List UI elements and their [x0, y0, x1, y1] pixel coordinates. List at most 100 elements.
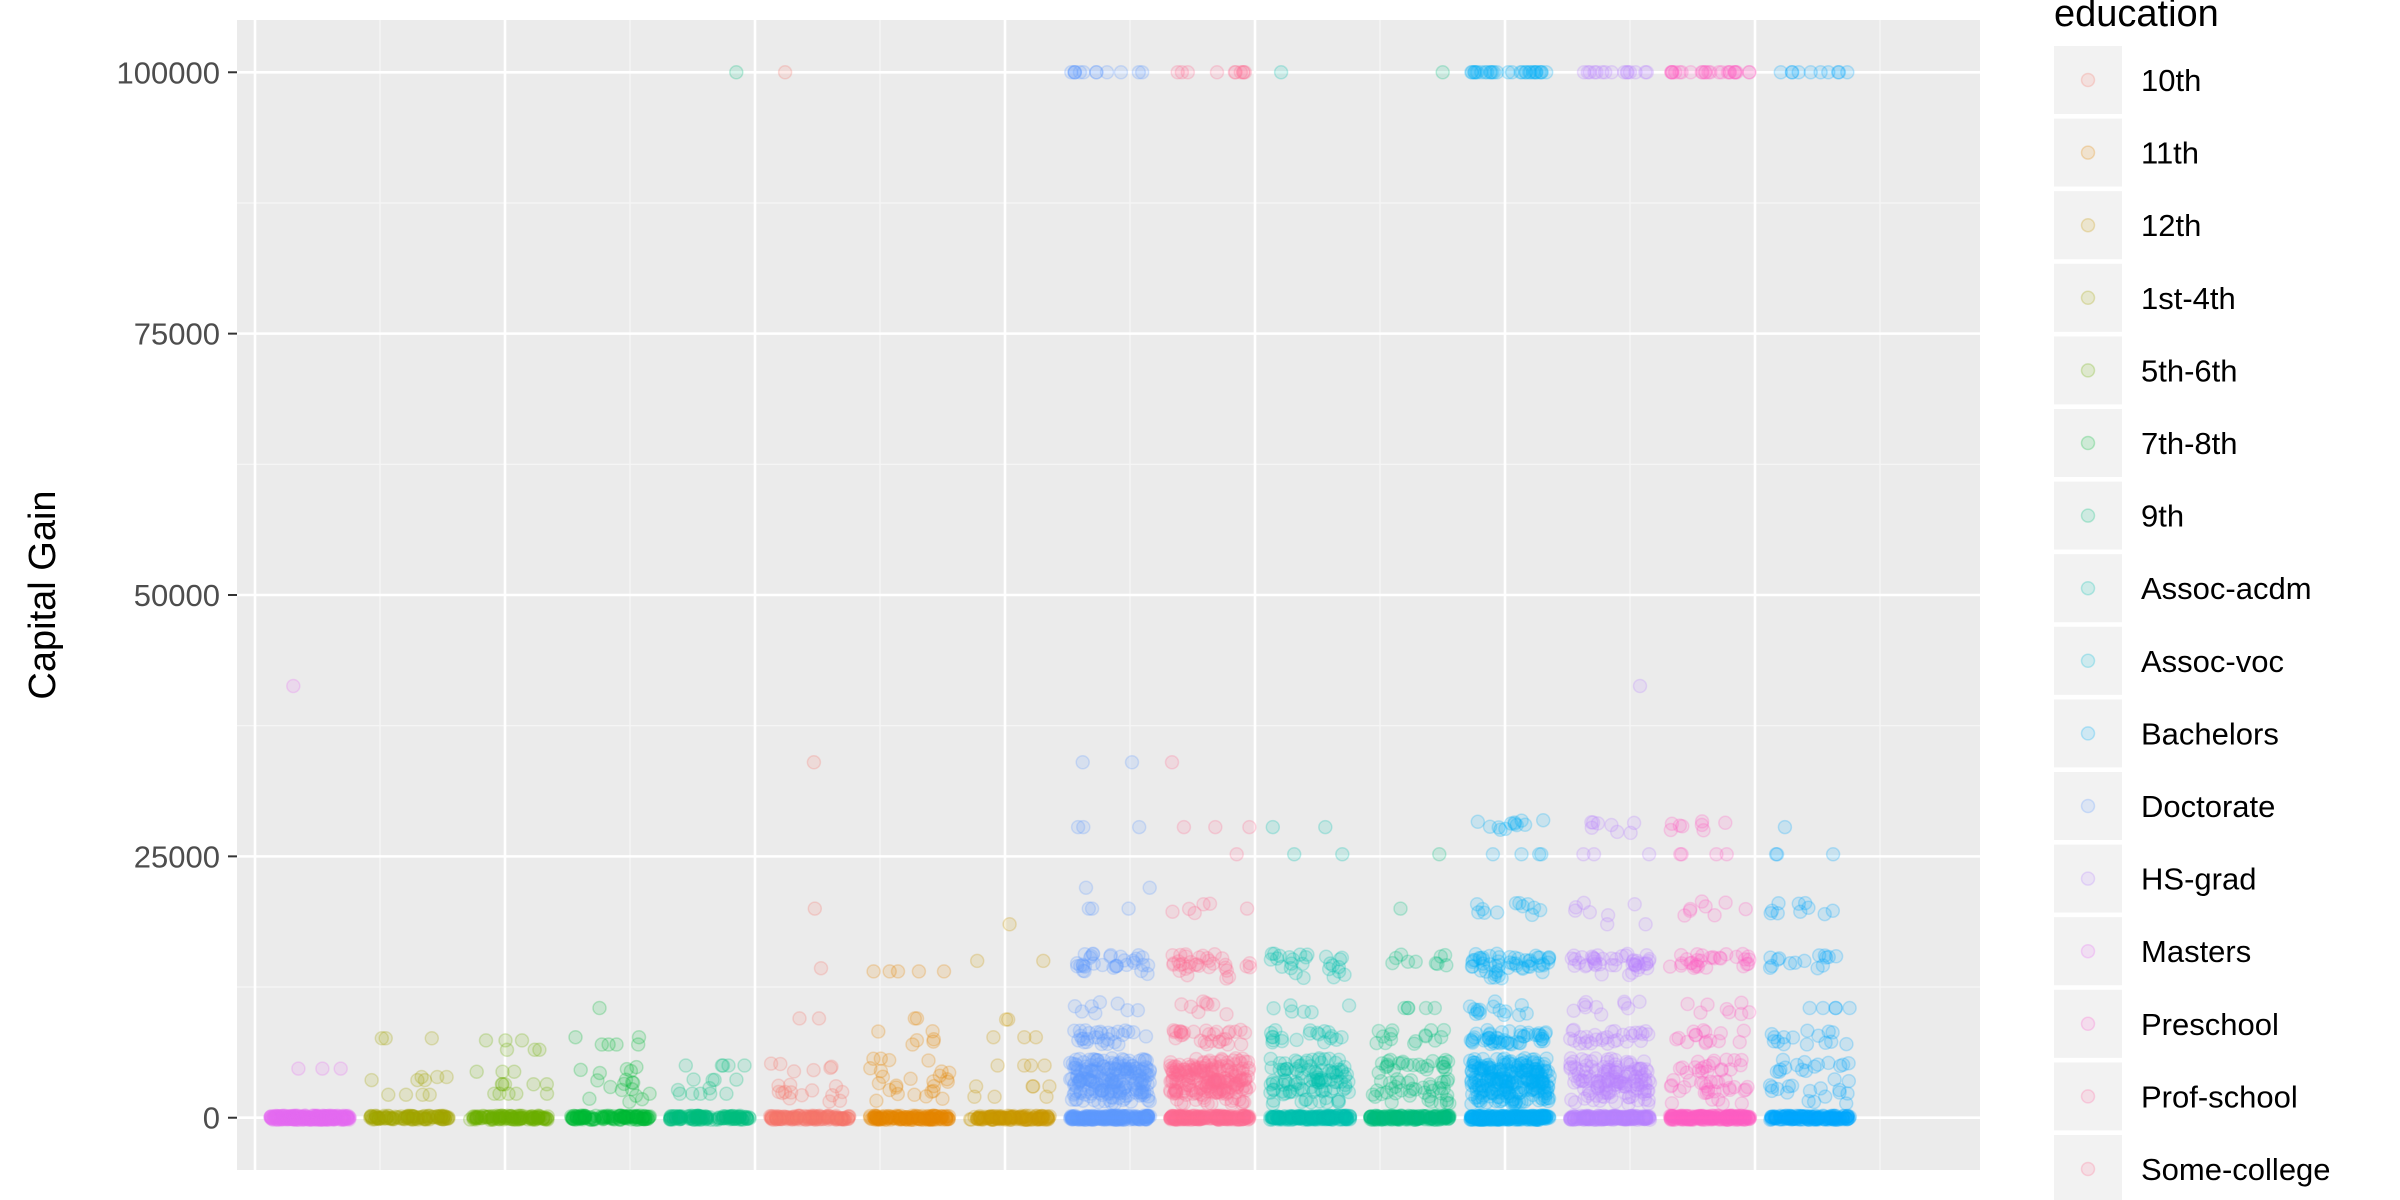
data-point [921, 1053, 936, 1068]
data-point [1722, 1082, 1738, 1098]
data-point [686, 1072, 701, 1087]
data-point [1430, 956, 1445, 972]
data-point [325, 1111, 341, 1127]
data-point [1375, 1112, 1391, 1127]
data-point [323, 1109, 339, 1125]
data-point [276, 1112, 291, 1127]
data-point [307, 1111, 323, 1127]
data-point [1608, 1094, 1623, 1110]
data-point [1472, 1005, 1488, 1021]
data-point [333, 1061, 348, 1076]
data-point [335, 1110, 350, 1126]
data-point [813, 960, 829, 976]
data-point [272, 1110, 287, 1126]
data-point [295, 1110, 310, 1125]
data-point [265, 1111, 280, 1126]
data-point [297, 1110, 313, 1125]
data-point [266, 1112, 281, 1127]
data-point [285, 1112, 300, 1127]
data-point [998, 1111, 1014, 1127]
data-point [324, 1108, 339, 1124]
data-point [284, 1109, 299, 1125]
data-point [1694, 894, 1710, 909]
data-point [288, 1111, 303, 1126]
data-point [335, 1110, 350, 1125]
data-point [1394, 1109, 1409, 1124]
data-point [892, 1112, 908, 1127]
data-point [1131, 65, 1147, 80]
legend-label: Bachelors [2141, 716, 2279, 751]
legend-marker [2080, 1089, 2096, 1104]
data-point [1402, 1088, 1418, 1103]
data-point [618, 1111, 634, 1126]
data-point [807, 901, 823, 916]
data-point [325, 1109, 341, 1124]
data-point [1066, 1109, 1081, 1125]
data-point [314, 1109, 330, 1125]
data-point [663, 1110, 678, 1125]
data-point [329, 1108, 345, 1124]
data-point [1233, 1037, 1249, 1052]
legend-marker [2080, 726, 2096, 741]
data-point [436, 1109, 451, 1125]
data-point [273, 1110, 288, 1125]
data-point [1231, 1112, 1246, 1127]
data-point [263, 1109, 279, 1124]
data-point [1638, 65, 1653, 80]
data-point [276, 1112, 292, 1127]
data-point [334, 1109, 350, 1125]
data-point [969, 953, 985, 969]
data-point [434, 1111, 450, 1126]
data-point [828, 1111, 844, 1127]
data-point [429, 1069, 445, 1085]
data-point [295, 1109, 311, 1125]
data-point [315, 1108, 331, 1124]
data-point [268, 1109, 283, 1124]
data-point [1718, 815, 1733, 831]
data-point [309, 1109, 324, 1124]
data-point [291, 1110, 307, 1125]
y-tick-label: 25000 [134, 839, 220, 874]
data-point [1718, 895, 1733, 910]
data-point [311, 1110, 327, 1125]
data-point [263, 1111, 279, 1126]
data-point [339, 1110, 355, 1126]
data-point [1642, 951, 1657, 967]
data-point [1175, 1027, 1191, 1042]
data-point [313, 1110, 329, 1126]
data-point [1105, 1110, 1121, 1125]
data-point [308, 1110, 323, 1125]
data-point [266, 1109, 282, 1124]
data-point [1084, 999, 1099, 1014]
data-point [267, 1111, 282, 1126]
data-point [310, 1109, 326, 1124]
data-point [1406, 1036, 1422, 1051]
data-point [1815, 1000, 1831, 1016]
data-point [291, 1109, 306, 1125]
data-point [1600, 1110, 1616, 1125]
legend-marker [2080, 72, 2096, 88]
data-point [326, 1109, 342, 1125]
data-point [300, 1111, 316, 1126]
data-point [1736, 1023, 1752, 1038]
data-point [1295, 1082, 1311, 1098]
data-point [336, 1111, 351, 1127]
data-point [282, 1111, 298, 1127]
data-point [1519, 1006, 1534, 1021]
data-point [320, 1111, 335, 1127]
data-point [1104, 1082, 1119, 1098]
data-point [316, 1109, 331, 1124]
data-point [276, 1111, 292, 1126]
data-point [1129, 1082, 1144, 1098]
data-point [514, 1033, 530, 1048]
data-point [925, 1024, 940, 1039]
data-point [311, 1110, 326, 1125]
data-point [1000, 1012, 1016, 1027]
data-point [318, 1112, 334, 1127]
data-point [1209, 65, 1225, 80]
data-point [304, 1112, 319, 1127]
data-point [792, 1011, 807, 1026]
data-point [316, 1110, 332, 1125]
data-point [333, 1109, 349, 1125]
